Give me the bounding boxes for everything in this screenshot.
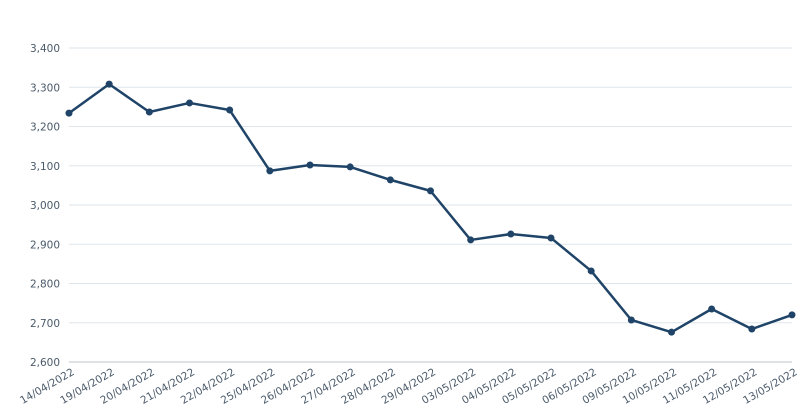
point xyxy=(346,163,354,171)
y-tick-label: 2,600 xyxy=(30,357,60,369)
y-tick-label: 3,200 xyxy=(30,122,60,134)
point xyxy=(386,176,394,184)
point xyxy=(788,311,796,319)
point xyxy=(186,99,193,107)
point xyxy=(467,236,475,244)
point xyxy=(668,328,675,336)
point xyxy=(507,230,515,238)
y-tick-label: 2,900 xyxy=(30,239,60,251)
y-tick-label: 3,100 xyxy=(30,161,60,173)
point xyxy=(627,316,635,324)
point xyxy=(748,325,756,333)
y-tick-label: 2,700 xyxy=(30,318,60,330)
y-tick-label: 2,800 xyxy=(30,279,60,291)
y-tick-label: 3,400 xyxy=(30,43,60,55)
point xyxy=(587,267,595,275)
point xyxy=(145,108,153,116)
point xyxy=(306,161,314,169)
y-tick-label: 3,000 xyxy=(30,200,60,212)
line xyxy=(68,82,793,334)
point xyxy=(708,305,716,313)
point xyxy=(226,106,234,114)
y-tick-label: 3,300 xyxy=(30,82,60,94)
point xyxy=(65,109,73,117)
point xyxy=(547,234,555,242)
point xyxy=(427,187,434,195)
point xyxy=(266,167,274,175)
point xyxy=(105,80,113,88)
